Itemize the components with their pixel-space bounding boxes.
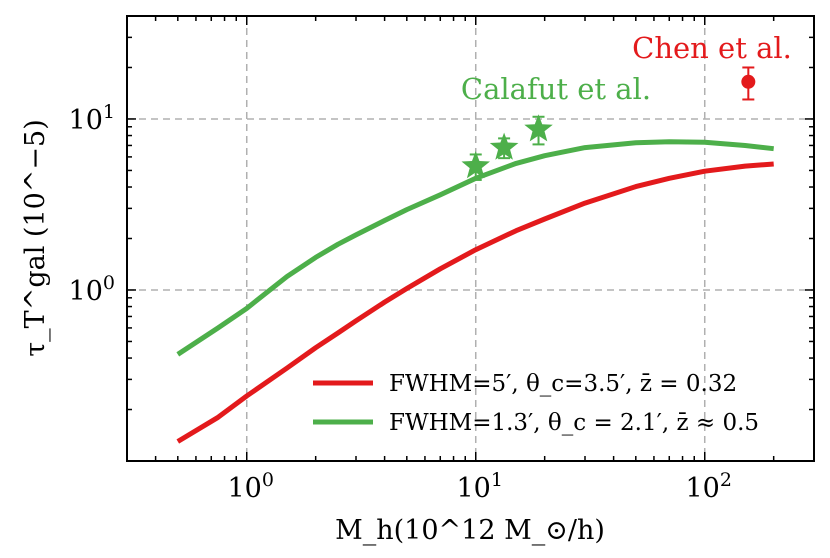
annotations: Chen et al. Calafut et al. bbox=[461, 31, 792, 106]
annotation-calafut: Calafut et al. bbox=[461, 72, 651, 106]
series-line-0 bbox=[176, 161, 774, 444]
y-axis-label: τ_T^gal (10^−5) bbox=[20, 119, 51, 357]
legend: FWHM=5′, θ_c=3.5′, z̄ = 0.32 FWHM=1.3′, θ… bbox=[313, 371, 759, 436]
series-line-1 bbox=[176, 139, 774, 357]
annotation-chen: Chen et al. bbox=[632, 31, 792, 65]
axis-ticks: 100 101 102 100 101 bbox=[69, 15, 815, 504]
measurement-points bbox=[461, 66, 756, 181]
x-tick-label: 100 bbox=[228, 469, 274, 504]
star-marker bbox=[524, 114, 553, 142]
y-tick-label: 101 bbox=[69, 101, 115, 136]
series-lines bbox=[176, 139, 774, 444]
x-tick-label: 102 bbox=[686, 469, 732, 504]
legend-label: FWHM=5′, θ_c=3.5′, z̄ = 0.32 bbox=[389, 371, 737, 397]
star-marker bbox=[489, 132, 519, 160]
legend-label: FWHM=1.3′, θ_c = 2.1′, z̄ ≈ 0.5 bbox=[389, 410, 759, 436]
star-marker bbox=[461, 151, 490, 179]
x-tick-label: 101 bbox=[457, 469, 503, 504]
circle-marker bbox=[741, 74, 756, 89]
y-tick-label: 100 bbox=[69, 272, 115, 307]
x-axis-label: M_h(10^12 M_⊙/h) bbox=[335, 515, 605, 546]
grid-lines bbox=[127, 16, 814, 461]
